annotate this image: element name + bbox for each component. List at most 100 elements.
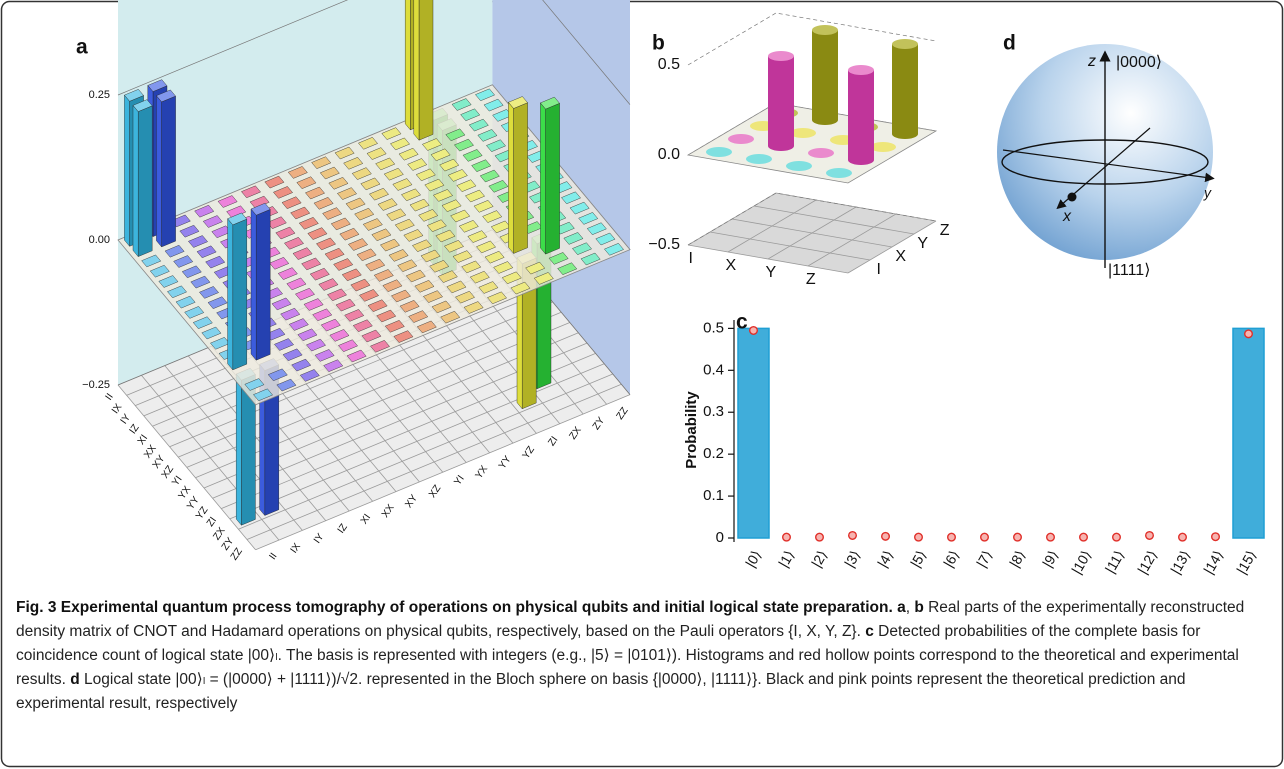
col-label: Y [917,235,928,252]
col-label: YX [474,464,491,482]
col-label: ZX [567,425,584,442]
y-tick-label: 0.2 [703,445,724,462]
caption-text: c [865,623,874,640]
x-tick-label: |15⟩ [1233,547,1259,576]
col-label: ZZ [615,406,631,422]
bar-body [768,56,794,151]
bar-face [156,96,161,247]
point [1047,533,1055,541]
col-label: XZ [427,483,443,500]
point [1080,533,1088,541]
bar [156,90,175,247]
bar-top [728,134,754,144]
x-tick-label: |12⟩ [1134,547,1160,576]
bar-face [228,219,233,370]
bar-face [162,96,176,247]
panel-label: a [76,36,88,59]
x-tick-label: |14⟩ [1200,547,1226,576]
bar [848,65,874,165]
col-label: X [895,248,906,265]
y-tick-label: 0.5 [658,56,680,73]
bar-top [768,51,794,61]
x-tick-label: |13⟩ [1167,547,1193,576]
bar-face [256,209,270,360]
y-tick-label: 0.00 [89,234,110,246]
point [1146,532,1154,540]
bar-body [812,30,838,125]
bar-top [808,148,834,158]
bar [706,147,732,157]
caption-text: Logical state |00⟩ₗ = (|0000⟩ + |1111⟩)/… [16,671,1186,712]
y-tick-label: 0.5 [703,319,724,336]
y-axis-title: Probability [683,391,700,469]
panel-label: c [736,311,748,334]
bar-body [848,70,874,165]
caption-text: d [70,671,79,688]
col-label: YZ [521,444,537,461]
x-tick-label: |4⟩ [874,547,896,570]
bar [768,51,794,151]
bar-top [786,161,812,171]
bar [728,134,754,144]
col-label: XY [403,493,420,511]
bar-face [414,0,419,140]
col-label: Z [940,222,950,239]
bar-face [419,0,433,140]
bar-top [746,154,772,164]
bar [892,39,918,139]
bar [133,100,152,257]
col-label: XX [380,502,397,520]
row-label: Y [765,264,776,281]
x-tick-label: |9⟩ [1039,547,1061,570]
x-tick-label: |2⟩ [808,547,830,570]
x-tick-label: |1⟩ [775,547,797,570]
col-label: IY [312,531,327,545]
bar-top [848,65,874,75]
panel-a: −0.250.000.25IIIIIXIXIYIYIZIZXIXIXXXXXYX… [82,0,630,562]
caption-text: Fig. 3 Experimental quantum process tomo… [16,599,893,616]
point [783,533,791,541]
point [981,533,989,541]
bar [414,0,433,140]
point [1014,533,1022,541]
bar-face [233,219,247,370]
col-label: YI [452,473,466,487]
point [750,327,758,335]
y-tick-label: 0.4 [703,361,724,378]
bar [251,203,270,360]
panel-label: d [1003,32,1016,55]
col-label: ZY [591,415,608,432]
axis-label: z [1087,53,1096,70]
x-tick-label: |6⟩ [940,547,962,570]
col-label: II [267,551,279,562]
panel-label: b [652,32,665,55]
bar-face [138,106,152,257]
y-tick-label: 0 [716,529,724,546]
bar [508,97,527,254]
bar-top [812,25,838,35]
col-label: ZI [546,435,560,449]
panel-b: −0.50.00.5IIXXYYZZ [648,2,949,288]
bar-face [251,209,256,360]
bar [228,213,247,370]
bar [738,328,769,538]
bar [812,25,838,125]
point [849,532,857,540]
bar [826,168,852,178]
point [915,533,923,541]
bar-face [405,0,410,130]
axis-label: |0000⟩ [1116,54,1162,71]
y-tick-label: 0.3 [703,403,724,420]
state-point [1068,193,1077,202]
caption: Fig. 3 Experimental quantum process tomo… [16,596,1268,716]
caption-text: b [914,599,923,616]
x-tick-label: |7⟩ [973,547,995,570]
row-label: I [689,250,693,267]
bar-top [892,39,918,49]
axis-label: x [1062,208,1072,225]
axis-label: |1111⟩ [1108,262,1150,279]
bar [808,148,834,158]
bar-face [514,103,528,254]
bar-face [236,374,241,525]
point [1179,533,1187,541]
